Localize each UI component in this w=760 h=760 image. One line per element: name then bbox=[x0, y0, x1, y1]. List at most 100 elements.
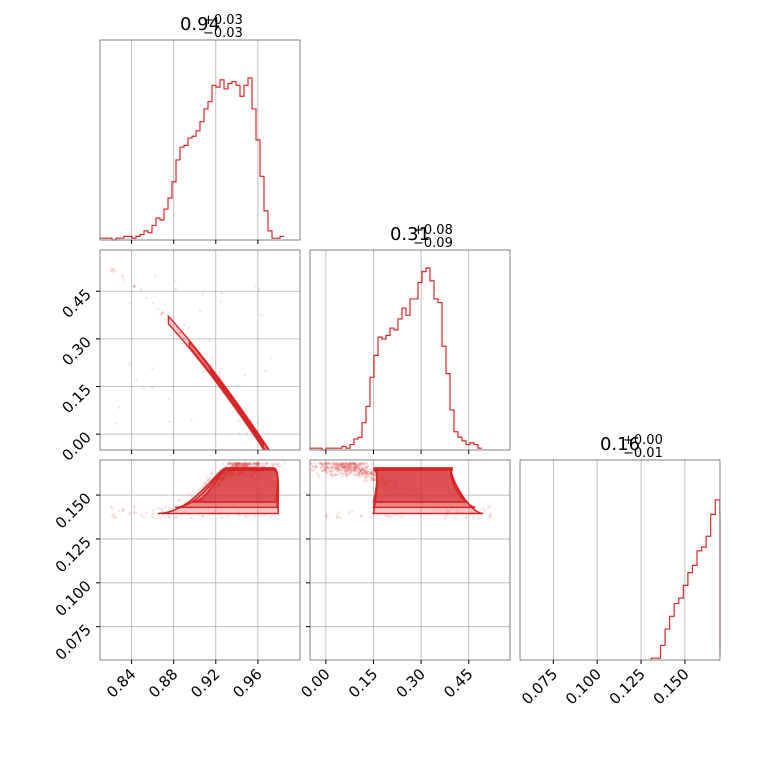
sample-point bbox=[235, 462, 239, 465]
sample-point bbox=[311, 469, 314, 472]
sample-point bbox=[168, 516, 172, 519]
sample-point bbox=[326, 470, 330, 474]
sample-point bbox=[366, 472, 370, 476]
sample-point bbox=[454, 516, 458, 520]
y-tick-label: 0.45 bbox=[58, 285, 94, 321]
sample-point bbox=[156, 307, 160, 311]
sample-point bbox=[352, 466, 356, 469]
sample-point bbox=[359, 469, 362, 473]
sample-point bbox=[237, 462, 240, 465]
sample-point bbox=[354, 462, 358, 465]
sample-point bbox=[265, 462, 269, 465]
sample-point bbox=[206, 478, 210, 482]
sample-point bbox=[353, 465, 356, 469]
sample-point bbox=[357, 464, 360, 467]
sample-point bbox=[234, 464, 237, 467]
panel-frame-2-0 bbox=[99, 459, 301, 661]
sample-point bbox=[369, 471, 372, 475]
sample-point bbox=[341, 465, 344, 469]
sample-point bbox=[488, 505, 491, 508]
sample-point bbox=[370, 470, 373, 473]
sample-point bbox=[340, 468, 343, 472]
sample-point bbox=[269, 515, 272, 519]
sample-point bbox=[341, 462, 344, 465]
sample-point bbox=[266, 454, 269, 457]
sample-point bbox=[346, 473, 350, 476]
sample-point bbox=[364, 471, 368, 475]
sample-point bbox=[336, 469, 340, 472]
sample-point bbox=[237, 462, 241, 465]
sample-point bbox=[344, 465, 348, 469]
sample-point bbox=[445, 514, 449, 517]
sample-point bbox=[245, 462, 248, 465]
sample-point bbox=[178, 330, 181, 334]
sample-point bbox=[483, 509, 486, 512]
sample-point bbox=[203, 481, 206, 485]
sample-point bbox=[317, 462, 320, 465]
sample-point bbox=[345, 467, 349, 471]
sample-point bbox=[353, 468, 357, 471]
sample-point bbox=[365, 472, 368, 476]
sample-point bbox=[266, 462, 269, 465]
sample-point bbox=[253, 515, 257, 518]
sample-point bbox=[128, 511, 132, 515]
sample-point bbox=[208, 339, 211, 343]
sample-point bbox=[357, 467, 361, 470]
sample-point bbox=[151, 385, 154, 389]
sample-point bbox=[345, 466, 348, 469]
sample-point bbox=[330, 474, 334, 478]
sample-point bbox=[235, 463, 239, 466]
sample-point bbox=[359, 514, 363, 518]
sample-point bbox=[334, 473, 337, 477]
sample-point bbox=[246, 463, 250, 467]
sample-point bbox=[361, 471, 365, 475]
sample-point bbox=[114, 421, 117, 425]
sample-point bbox=[357, 462, 361, 465]
sample-point bbox=[353, 467, 357, 471]
sample-point bbox=[324, 468, 327, 472]
sample-point bbox=[326, 462, 330, 465]
sample-point bbox=[297, 464, 300, 467]
sample-point bbox=[364, 475, 367, 479]
sample-point bbox=[331, 463, 335, 466]
sample-point bbox=[234, 464, 238, 467]
sample-point bbox=[248, 463, 252, 466]
sample-point bbox=[161, 311, 165, 315]
sample-point bbox=[334, 462, 338, 466]
sample-point bbox=[260, 313, 263, 317]
sample-point bbox=[201, 515, 204, 518]
sample-point bbox=[342, 465, 346, 468]
sample-point bbox=[343, 465, 347, 469]
sample-point bbox=[235, 462, 239, 465]
sample-point bbox=[327, 467, 330, 470]
sample-point bbox=[362, 462, 366, 465]
sample-point bbox=[371, 472, 375, 475]
sample-point bbox=[174, 280, 177, 283]
sample-point bbox=[321, 462, 324, 465]
sample-point bbox=[237, 462, 240, 465]
sample-point bbox=[369, 476, 373, 480]
sample-point bbox=[351, 469, 355, 472]
sample-point bbox=[134, 378, 138, 382]
sample-point bbox=[349, 462, 353, 465]
sample-point bbox=[372, 476, 376, 480]
sample-point bbox=[336, 465, 340, 469]
sample-point bbox=[337, 468, 340, 472]
sample-point bbox=[345, 471, 349, 475]
sample-point bbox=[156, 506, 160, 510]
sample-point bbox=[355, 465, 358, 469]
sample-point bbox=[345, 473, 349, 477]
sample-point bbox=[183, 337, 186, 341]
sample-point bbox=[244, 462, 248, 465]
sample-point bbox=[230, 464, 234, 467]
sample-point bbox=[477, 515, 480, 519]
sample-point bbox=[238, 513, 241, 517]
sample-point bbox=[167, 515, 171, 518]
sample-point bbox=[357, 464, 360, 467]
sample-point bbox=[335, 470, 339, 473]
sample-point bbox=[365, 462, 368, 465]
sample-point bbox=[334, 468, 338, 471]
sample-point bbox=[245, 432, 248, 436]
sample-point bbox=[323, 462, 326, 465]
sample-point bbox=[142, 515, 146, 519]
